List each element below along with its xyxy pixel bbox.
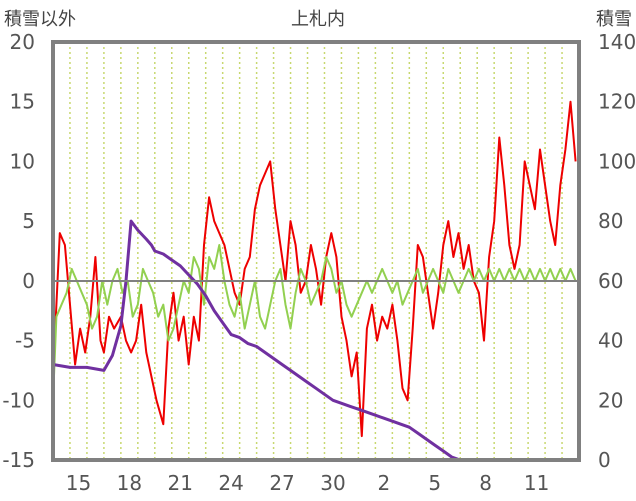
x-tick-8: 8 xyxy=(479,471,492,495)
y-left-tick--5: -5 xyxy=(15,329,35,353)
plot-frame xyxy=(51,40,581,462)
lines xyxy=(52,100,579,462)
x-tick-15: 15 xyxy=(66,471,91,495)
x-tick-11: 11 xyxy=(524,471,549,495)
chart-title: 上札内 xyxy=(291,9,345,30)
x-tick-18: 18 xyxy=(117,471,142,495)
y-right-tick-0: 0 xyxy=(598,448,611,472)
y-right-tick-60: 60 xyxy=(598,269,623,293)
y-right-tick-100: 100 xyxy=(598,149,636,173)
y-left-ticks: 20 15 10 5 0 -5 -10 -15 xyxy=(2,30,35,472)
y-left-tick--15: -15 xyxy=(2,448,35,472)
left-axis-label: 積雪以外 xyxy=(4,9,76,30)
x-ticks: 15 18 21 24 27 30 2 5 8 11 xyxy=(66,471,550,495)
series-green xyxy=(52,244,577,401)
y-right-ticks: 140 120 100 80 60 40 20 0 xyxy=(598,30,636,472)
grid xyxy=(69,42,563,460)
x-tick-2: 2 xyxy=(378,471,391,495)
series-red xyxy=(53,100,577,438)
y-left-tick-0: 0 xyxy=(22,269,35,293)
y-left-tick-10: 10 xyxy=(10,149,35,173)
y-left-tick--10: -10 xyxy=(2,388,35,412)
y-right-tick-40: 40 xyxy=(598,329,623,353)
x-tick-30: 30 xyxy=(320,471,345,495)
right-axis-label: 積雪 xyxy=(596,9,632,30)
y-right-tick-140: 140 xyxy=(598,30,636,54)
y-left-tick-15: 15 xyxy=(10,90,35,114)
x-tick-24: 24 xyxy=(218,471,243,495)
x-tick-27: 27 xyxy=(269,471,294,495)
y-left-tick-20: 20 xyxy=(10,30,35,54)
y-right-tick-120: 120 xyxy=(598,90,636,114)
y-right-tick-80: 80 xyxy=(598,209,623,233)
y-left-tick-5: 5 xyxy=(22,209,35,233)
y-right-tick-20: 20 xyxy=(598,388,623,412)
series-purple xyxy=(52,219,579,462)
x-tick-21: 21 xyxy=(168,471,193,495)
x-tick-5: 5 xyxy=(428,471,441,495)
